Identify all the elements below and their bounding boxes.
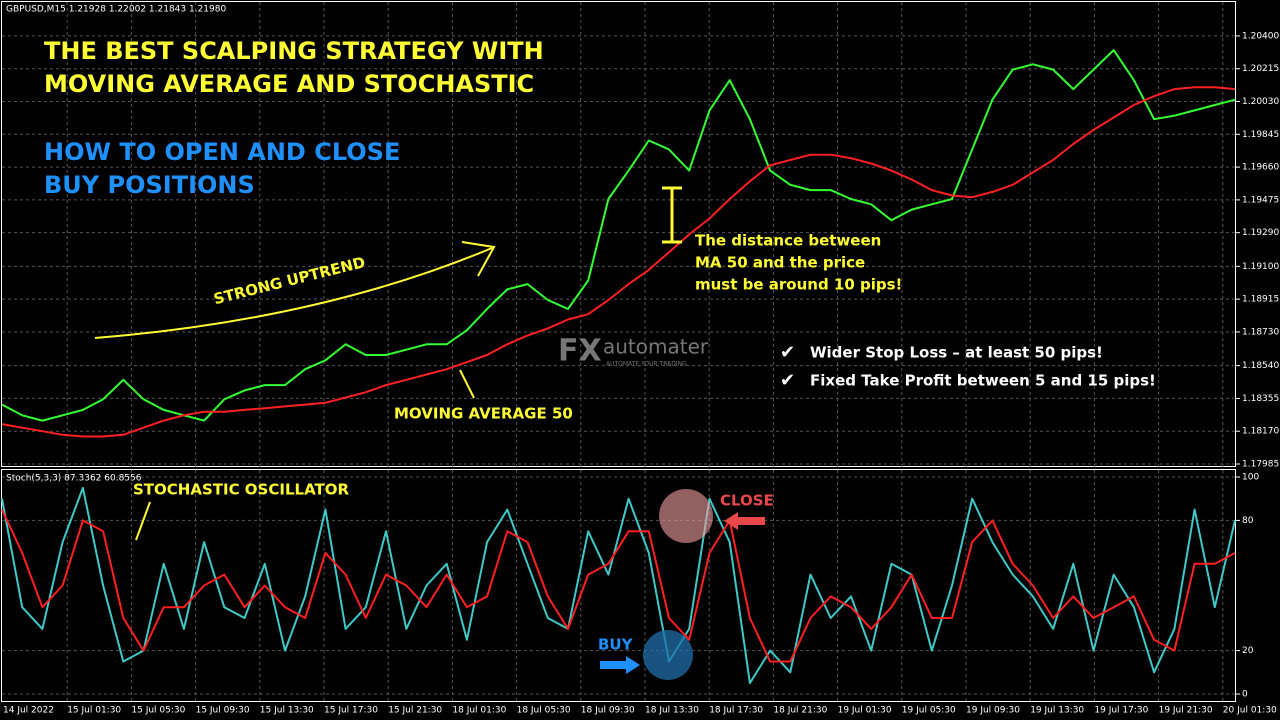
y-tick-label: 1.19100 — [1242, 262, 1279, 272]
trend-arrow-head — [461, 241, 496, 277]
series-line — [1, 486, 1236, 685]
buy-highlight — [643, 630, 693, 680]
buy-label: BUY — [598, 636, 634, 654]
x-tick-label: 18 Jul 09:30 — [581, 706, 635, 716]
y-tick-label: 1.18355 — [1242, 394, 1279, 404]
series-line — [1, 49, 1236, 422]
y-tick-label: 1.20030 — [1242, 97, 1279, 107]
stoch-title: Stoch(5,3,3) 87.3362 60.8556 — [6, 474, 142, 484]
close-highlight — [659, 489, 713, 543]
y-tick-label: 1.20215 — [1242, 64, 1279, 74]
y-tick-label: 1.18170 — [1242, 427, 1279, 437]
y-tick-label: 1.17985 — [1242, 460, 1279, 470]
watermark-tagline: AUTOMATE YOUR TRADING — [606, 361, 687, 368]
symbol-header: GBPUSD,M15 1.21928 1.22002 1.21843 1.219… — [6, 5, 226, 15]
x-tick-label: 19 Jul 05:30 — [902, 706, 956, 716]
y-tick-label: 1.19475 — [1242, 195, 1279, 205]
y-tick-label: 0 — [1242, 690, 1248, 700]
headline: MOVING AVERAGE AND STOCHASTIC — [44, 70, 534, 98]
watermark: automater — [603, 335, 709, 359]
x-tick-label: 18 Jul 17:30 — [709, 706, 763, 716]
check-icon: ✔ — [780, 370, 795, 391]
x-tick-label: 19 Jul 21:30 — [1159, 706, 1213, 716]
x-tick-label: 19 Jul 17:30 — [1094, 706, 1148, 716]
distance-marker — [662, 186, 682, 244]
ma-label: MOVING AVERAGE 50 — [394, 405, 573, 423]
stoch-pointer — [135, 501, 151, 541]
x-tick-label: 15 Jul 09:30 — [196, 706, 250, 716]
y-tick-label: 1.19845 — [1242, 130, 1279, 140]
x-tick-label: 15 Jul 13:30 — [260, 706, 314, 716]
x-tick-label: 18 Jul 01:30 — [452, 706, 506, 716]
rule: Wider Stop Loss – at least 50 pips! — [810, 344, 1103, 362]
y-tick-label: 1.18730 — [1242, 327, 1279, 337]
x-tick-label: 20 Jul 01:30 — [1223, 706, 1277, 716]
y-tick-label: 1.19290 — [1242, 228, 1279, 238]
y-tick-label: 100 — [1242, 473, 1259, 483]
distance-note: The distance between — [695, 232, 881, 250]
headline: THE BEST SCALPING STRATEGY WITH — [44, 37, 544, 65]
x-tick-label: 18 Jul 21:30 — [773, 706, 827, 716]
y-tick-label: 1.18540 — [1242, 361, 1279, 371]
x-tick-label: 14 Jul 2022 — [3, 706, 54, 716]
y-tick-label: 1.19660 — [1242, 163, 1279, 173]
stoch-label: STOCHASTIC OSCILLATOR — [133, 481, 349, 499]
x-tick-label: 15 Jul 17:30 — [324, 706, 378, 716]
subheadline: BUY POSITIONS — [44, 171, 255, 199]
series-line — [1, 509, 1236, 663]
x-tick-label: 19 Jul 09:30 — [966, 706, 1020, 716]
x-tick-label: 18 Jul 13:30 — [645, 706, 699, 716]
watermark: FX — [558, 334, 602, 369]
y-tick-label: 20 — [1242, 646, 1254, 656]
x-tick-label: 18 Jul 05:30 — [517, 706, 571, 716]
trend-arrow — [94, 247, 493, 339]
main-panel-frame — [1, 1, 1236, 467]
x-tick-label: 19 Jul 13:30 — [1030, 706, 1084, 716]
stoch-panel-frame — [1, 469, 1236, 702]
x-tick-label: 19 Jul 01:30 — [838, 706, 892, 716]
y-tick-label: 1.18915 — [1242, 295, 1279, 305]
x-tick-label: 15 Jul 21:30 — [388, 706, 442, 716]
buy-arrow — [600, 656, 640, 674]
x-tick-label: 15 Jul 05:30 — [131, 706, 185, 716]
x-tick-label: 15 Jul 01:30 — [67, 706, 121, 716]
close-label: CLOSE — [720, 492, 774, 510]
distance-note: MA 50 and the price — [695, 254, 865, 272]
subheadline: HOW TO OPEN AND CLOSE — [44, 138, 400, 166]
y-tick-label: 1.20400 — [1242, 31, 1279, 41]
rule: Fixed Take Profit between 5 and 15 pips! — [810, 372, 1156, 390]
check-icon: ✔ — [780, 342, 795, 363]
y-tick-label: 80 — [1242, 516, 1254, 526]
ma-pointer — [459, 369, 475, 399]
close-arrow — [724, 512, 765, 530]
series-line — [1, 86, 1236, 438]
distance-note: must be around 10 pips! — [695, 276, 902, 294]
